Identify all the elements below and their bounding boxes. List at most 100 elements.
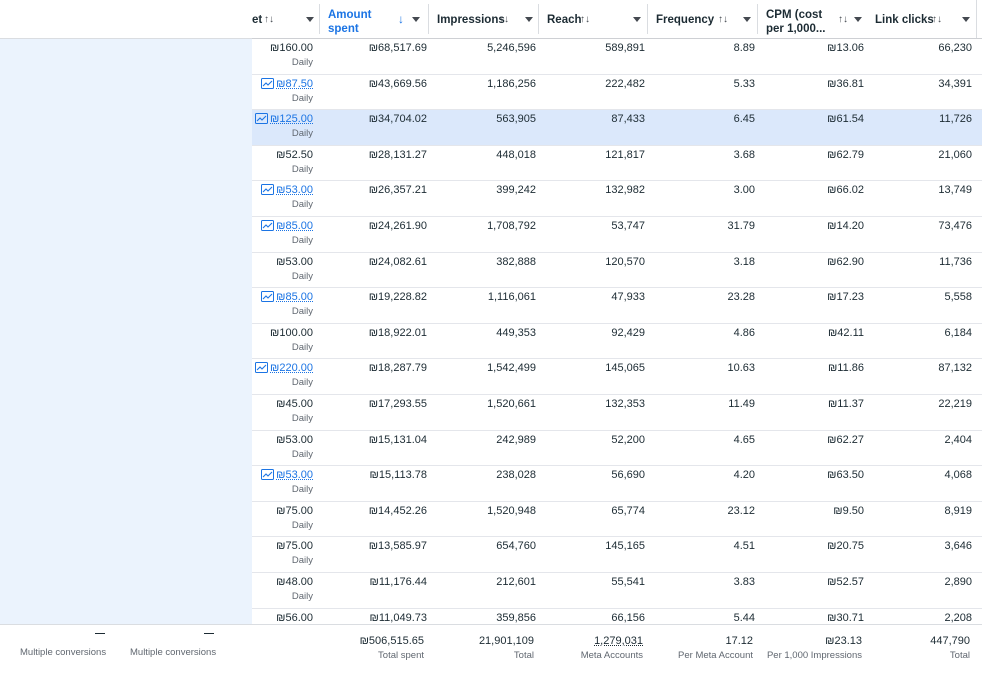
cell-frequency: 6.45 [733,113,755,126]
budget-amount[interactable]: ₪87.50 [276,77,313,90]
chart-icon[interactable] [255,113,268,125]
col-reach-header[interactable]: Reach ↑↓ [539,0,647,38]
cell-budget: ₪220.00 Daily [253,362,313,392]
budget-period: Daily [291,377,313,389]
table-row[interactable]: ₪53.00 Daily ₪15,113.78 238,028 56,690 4.20 ₪6… [252,466,982,502]
cell-cpm: ₪9.50 [833,504,864,517]
budget-value[interactable]: ₪125.00 [255,113,313,125]
sort-icon[interactable]: ↑↓ [264,14,274,25]
chart-icon[interactable] [261,219,275,231]
summary-impressions-value: 21,901,109 [478,635,534,647]
col-amount-spent-header[interactable]: Amount spent ↓ [320,0,428,38]
chevron-down-icon[interactable] [633,17,641,22]
chart-icon[interactable] [261,184,275,196]
cell-amount-spent: ₪34,704.02 [368,113,427,126]
cell-cpm: ₪11.37 [827,397,864,410]
budget-value[interactable]: ₪53.00 [261,469,313,481]
budget-value[interactable]: ₪53.00 [261,184,313,196]
budget-period: Daily [291,163,313,175]
budget-value[interactable]: ₪87.50 [261,77,313,90]
table-row[interactable]: ₪52.50 Daily ₪28,131.27 448,018 121,817 3.68 ₪… [252,145,982,182]
cell-amount-spent: ₪13,585.97 [368,540,427,553]
chevron-down-icon[interactable] [854,17,862,22]
cell-reach: 589,891 [605,42,645,54]
chevron-down-icon[interactable] [743,17,751,22]
budget-amount[interactable]: ₪125.00 [270,113,313,126]
table-row[interactable]: ₪75.00 Daily ₪14,452.26 1,520,948 65,774 23.1… [252,501,982,538]
table-row[interactable]: ₪160.00 Daily ₪68,517.69 5,246,596 589,891 8.… [252,39,982,75]
budget-value[interactable]: ₪85.00 [261,219,313,232]
cell-cpm: ₪13.06 [827,42,864,54]
chevron-down-icon[interactable] [412,17,420,22]
budget-period: Daily [291,306,313,318]
table-row[interactable]: ₪45.00 Daily ₪17,293.55 1,520,661 132,353 11.… [252,394,982,431]
cell-amount-spent: ₪24,261.90 [368,219,427,232]
chevron-down-icon[interactable] [962,17,970,22]
cell-cpm: ₪36.81 [827,77,864,90]
table-row[interactable]: ₪53.00 Daily ₪15,131.04 242,989 52,200 4.65 ₪6… [252,430,982,467]
col-budget-header[interactable]: et ↑↓ [252,0,318,38]
budget-amount[interactable]: ₪85.00 [276,219,313,232]
column-divider[interactable] [428,4,429,34]
summary-frequency-label: Per Meta Account [678,650,753,661]
sort-icon[interactable]: ↑↓ [838,14,848,25]
col-link-clicks-header[interactable]: Link clicks ↑↓ [866,0,974,38]
budget-amount[interactable]: ₪85.00 [276,291,313,304]
cell-reach: 132,353 [605,397,645,410]
cell-impressions: 238,028 [496,469,536,482]
table-row[interactable]: ₪85.00 Daily ₪19,228.82 1,116,061 47,933 23.2… [252,288,982,324]
cell-budget: ₪53.00 Daily [253,256,313,286]
chart-icon[interactable] [261,291,275,303]
cell-cpm: ₪30.71 [827,611,864,624]
cell-impressions: 1,116,061 [487,291,536,304]
budget-value[interactable]: ₪85.00 [261,291,313,303]
table-row[interactable]: ₪75.00 Daily ₪13,585.97 654,760 145,165 4.51 ₪… [252,537,982,573]
cell-frequency: 4.65 [733,433,755,446]
sort-icon[interactable]: ↑↓ [718,14,728,25]
sort-icon[interactable]: ↑↓ [932,14,942,25]
column-divider[interactable] [319,4,320,34]
budget-amount[interactable]: ₪53.00 [276,469,313,482]
table-row[interactable]: ₪53.00 Daily ₪26,357.21 399,242 132,982 3.00 ₪… [252,181,982,217]
cell-reach: 121,817 [605,148,645,161]
summary-reach: 1,279,031 Meta Accounts [581,635,643,661]
chevron-down-icon[interactable] [525,17,533,22]
table-row[interactable]: ₪85.00 Daily ₪24,261.90 1,708,792 53,747 31.7… [252,216,982,253]
chart-icon[interactable] [261,77,275,89]
cell-frequency: 3.68 [733,148,755,161]
column-divider[interactable] [757,4,758,34]
column-divider[interactable] [538,4,539,34]
budget-period: Daily [291,519,313,531]
col-cpm-header[interactable]: CPM (cost per 1,000... ↑↓ [758,0,866,38]
column-divider[interactable] [976,0,977,38]
conv1-label: Multiple conversions [20,647,107,658]
table-row[interactable]: ₪100.00 Daily ₪18,922.01 449,353 92,429 4.86 ₪… [252,323,982,360]
chevron-down-icon[interactable] [306,17,314,22]
summary-reach-value[interactable]: 1,279,031 [594,635,643,647]
col-impressions-header[interactable]: Impressions ↑↓ [429,0,537,38]
column-divider[interactable] [647,4,648,34]
table-row[interactable]: ₪48.00 Daily ₪11,176.44 212,601 55,541 3.83 ₪5… [252,572,982,609]
sort-desc-icon[interactable]: ↓ [398,12,404,26]
cell-budget: ₪45.00 Daily [253,398,313,428]
budget-amount[interactable]: ₪220.00 [270,362,313,375]
col-cpm-label-2: per 1,000... [766,23,826,35]
sort-icon[interactable]: ↑↓ [580,14,590,25]
table-row[interactable]: ₪53.00 Daily ₪24,082.61 382,888 120,570 3.18 ₪… [252,252,982,289]
chart-icon[interactable] [261,469,275,481]
cell-link-clicks: 8,919 [944,504,972,517]
cell-link-clicks: 13,749 [938,184,972,197]
table-row[interactable]: ₪220.00 Daily ₪18,287.79 1,542,499 145,065 10… [252,359,982,395]
budget-amount[interactable]: ₪53.00 [276,184,313,197]
cell-reach: 120,570 [605,255,645,268]
conv1-dash [95,633,105,634]
table-row[interactable]: ₪87.50 Daily ₪43,669.56 1,186,256 222,482 5.3… [252,74,982,111]
sort-icon[interactable]: ↑↓ [499,14,509,25]
col-frequency-header[interactable]: Frequency ↑↓ [648,0,756,38]
chart-icon[interactable] [255,362,268,374]
budget-value[interactable]: ₪220.00 [255,362,313,374]
cell-impressions: 382,888 [496,255,536,268]
table-row[interactable]: ₪125.00 Daily ₪34,704.02 563,905 87,433 6.45 ₪… [252,110,982,146]
cell-reach: 47,933 [611,291,645,304]
col-cpm-label-1: CPM (cost [766,9,823,21]
